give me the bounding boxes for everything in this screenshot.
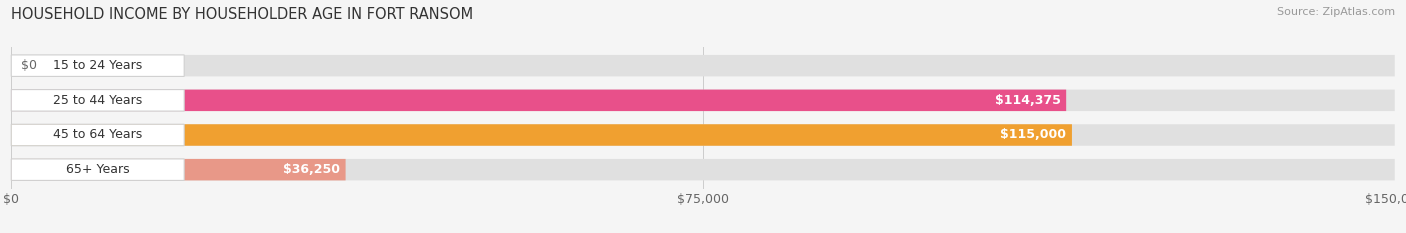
Text: 65+ Years: 65+ Years [66, 163, 129, 176]
FancyBboxPatch shape [11, 89, 1066, 111]
Text: 25 to 44 Years: 25 to 44 Years [53, 94, 142, 107]
FancyBboxPatch shape [11, 55, 1395, 76]
FancyBboxPatch shape [11, 159, 1395, 180]
FancyBboxPatch shape [11, 89, 1395, 111]
Text: $36,250: $36,250 [283, 163, 340, 176]
FancyBboxPatch shape [11, 124, 1071, 146]
Text: $0: $0 [21, 59, 37, 72]
Text: Source: ZipAtlas.com: Source: ZipAtlas.com [1277, 7, 1395, 17]
FancyBboxPatch shape [11, 159, 346, 180]
FancyBboxPatch shape [11, 124, 1395, 146]
Text: HOUSEHOLD INCOME BY HOUSEHOLDER AGE IN FORT RANSOM: HOUSEHOLD INCOME BY HOUSEHOLDER AGE IN F… [11, 7, 474, 22]
FancyBboxPatch shape [11, 89, 184, 111]
FancyBboxPatch shape [11, 55, 184, 76]
Text: 15 to 24 Years: 15 to 24 Years [53, 59, 142, 72]
Text: 45 to 64 Years: 45 to 64 Years [53, 128, 142, 141]
Text: $114,375: $114,375 [995, 94, 1060, 107]
FancyBboxPatch shape [11, 159, 184, 180]
Text: $115,000: $115,000 [1001, 128, 1066, 141]
FancyBboxPatch shape [11, 124, 184, 146]
